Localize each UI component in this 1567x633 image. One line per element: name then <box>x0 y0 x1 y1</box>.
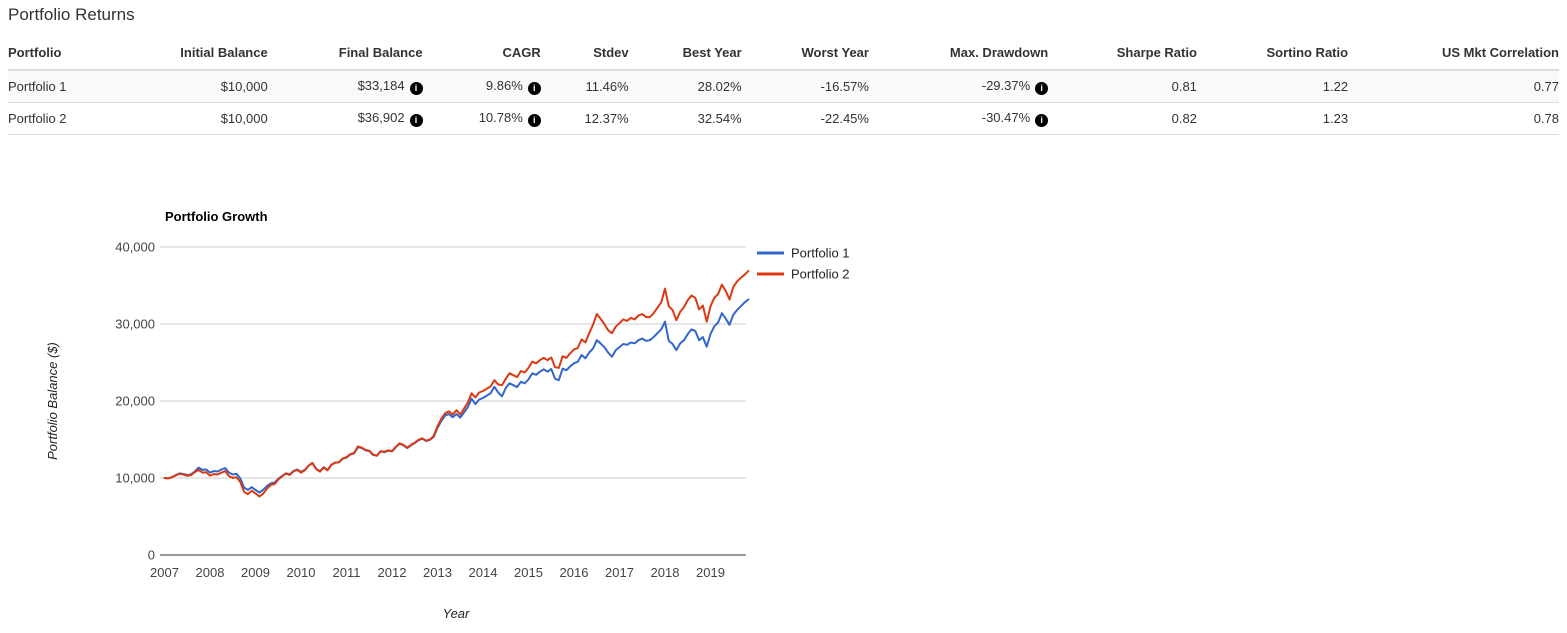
portfolio-1-line <box>163 298 750 494</box>
portfolio-returns-section: Portfolio Returns Portfolio Initial Balan… <box>0 5 1567 135</box>
table-cell: 0.77 <box>1348 70 1559 103</box>
table-cell: 32.54% <box>628 102 742 135</box>
cell-value: -29.37% <box>981 78 1031 93</box>
cell-value: 28.02% <box>697 79 742 94</box>
table-cell: -30.47% i <box>868 102 1049 135</box>
table-cell: 12.37% <box>540 102 629 135</box>
cell-value: $10,000 <box>220 79 268 94</box>
column-header-cagr: CAGR <box>422 36 541 71</box>
table-row: Portfolio 2 $10,000 $36,902 i 10.78% i 12.37% 3… <box>8 102 1559 135</box>
y-tick-label: 20,000 <box>115 394 155 409</box>
table-cell: 1.22 <box>1196 70 1349 103</box>
cell-value: 10.78% <box>478 110 523 125</box>
portfolio-name-cell: Portfolio 2 <box>8 102 107 135</box>
x-tick-label: 2007 <box>150 565 179 580</box>
portfolio-name-cell: Portfolio 1 <box>8 70 107 103</box>
x-tick-label: 2011 <box>333 565 361 580</box>
x-tick-label: 2017 <box>605 565 634 580</box>
table-row: Portfolio 1 $10,000 $33,184 i 9.86% i 11.46% 28… <box>8 70 1559 103</box>
x-tick-label: 2019 <box>696 565 725 580</box>
cell-value: 0.78 <box>1533 111 1559 126</box>
cell-value: 0.82 <box>1171 111 1197 126</box>
table-cell: $10,000 <box>106 102 268 135</box>
table-cell: -29.37% i <box>868 70 1049 103</box>
table-cell: $10,000 <box>106 70 268 103</box>
table-cell: -16.57% <box>741 70 869 103</box>
y-tick-label: 30,000 <box>115 317 155 332</box>
table-cell: 28.02% <box>628 70 742 103</box>
table-cell: 9.86% i <box>422 70 541 103</box>
cell-value: -30.47% <box>981 110 1031 125</box>
column-header-best-year: Best Year <box>628 36 742 71</box>
column-header-sharpe-ratio: Sharpe Ratio <box>1048 36 1197 71</box>
info-icon[interactable]: i <box>527 114 541 127</box>
x-tick-label: 2018 <box>651 565 680 580</box>
table-cell: 0.81 <box>1048 70 1197 103</box>
portfolio-1-legend-label: Portfolio 1 <box>791 246 850 261</box>
cell-value: 12.37% <box>584 111 629 126</box>
chart-title: Portfolio Growth <box>165 209 268 224</box>
x-tick-label: 2015 <box>514 565 543 580</box>
x-tick-label: 2009 <box>241 565 270 580</box>
x-tick-label: 2010 <box>287 565 316 580</box>
table-cell: 0.78 <box>1348 102 1559 135</box>
info-icon[interactable]: i <box>409 114 423 127</box>
cell-value: 32.54% <box>697 111 742 126</box>
y-axis-title: Portfolio Balance ($) <box>45 342 60 460</box>
column-header-sortino-ratio: Sortino Ratio <box>1196 36 1349 71</box>
x-tick-label: 2016 <box>560 565 589 580</box>
table-cell: 1.23 <box>1196 102 1349 135</box>
column-header-max-drawdown: Max. Drawdown <box>868 36 1049 71</box>
cell-value: 1.23 <box>1322 111 1349 126</box>
table-header: Portfolio Initial Balance Final Balance CAG… <box>8 36 1559 71</box>
cell-value: $36,902 <box>357 110 405 125</box>
cell-value: $33,184 <box>357 78 405 93</box>
column-header-stdev: Stdev <box>540 36 629 71</box>
column-header-portfolio: Portfolio <box>8 36 107 71</box>
info-icon[interactable]: i <box>1035 82 1049 95</box>
portfolio-2-legend-label: Portfolio 2 <box>791 267 850 282</box>
table-cell: $33,184 i <box>267 70 423 103</box>
y-tick-label: 0 <box>148 548 155 563</box>
x-axis-title: Year <box>443 606 470 621</box>
column-header-final-balance: Final Balance <box>267 36 423 71</box>
x-tick-label: 2013 <box>423 565 452 580</box>
table-cell: 0.82 <box>1048 102 1197 135</box>
portfolio-2-line <box>163 269 750 498</box>
info-icon[interactable]: i <box>1035 114 1049 127</box>
column-header-initial-balance: Initial Balance <box>106 36 268 71</box>
cell-value: 9.86% <box>485 78 523 93</box>
column-header-us-mkt-correlation: US Mkt Correlation <box>1348 36 1559 71</box>
cell-value: 0.77 <box>1533 79 1559 94</box>
cell-value: -16.57% <box>820 79 869 94</box>
x-tick-label: 2008 <box>196 565 225 580</box>
y-tick-label: 40,000 <box>115 240 155 255</box>
cell-value: 0.81 <box>1171 79 1197 94</box>
cell-value: 11.46% <box>585 79 629 94</box>
portfolio-stats-table: Portfolio Initial Balance Final Balance CAG… <box>8 36 1559 135</box>
x-tick-label: 2012 <box>378 565 407 580</box>
table-cell: $36,902 i <box>267 102 423 135</box>
info-icon[interactable]: i <box>409 82 423 95</box>
x-tick-label: 2014 <box>469 565 498 580</box>
page-title: Portfolio Returns <box>8 5 135 24</box>
portfolio-growth-chart: 0 10,000 20,000 30,000 40,000 2007 2008 2009 201… <box>45 209 850 621</box>
table-cell: 10.78% i <box>422 102 541 135</box>
table-cell: 11.46% <box>540 70 629 103</box>
info-icon[interactable]: i <box>527 82 541 95</box>
column-header-worst-year: Worst Year <box>741 36 869 71</box>
cell-value: -22.45% <box>820 111 869 126</box>
cell-value: 1.22 <box>1322 79 1349 94</box>
table-cell: -22.45% <box>741 102 869 135</box>
y-tick-label: 10,000 <box>115 471 155 486</box>
cell-value: $10,000 <box>220 111 268 126</box>
